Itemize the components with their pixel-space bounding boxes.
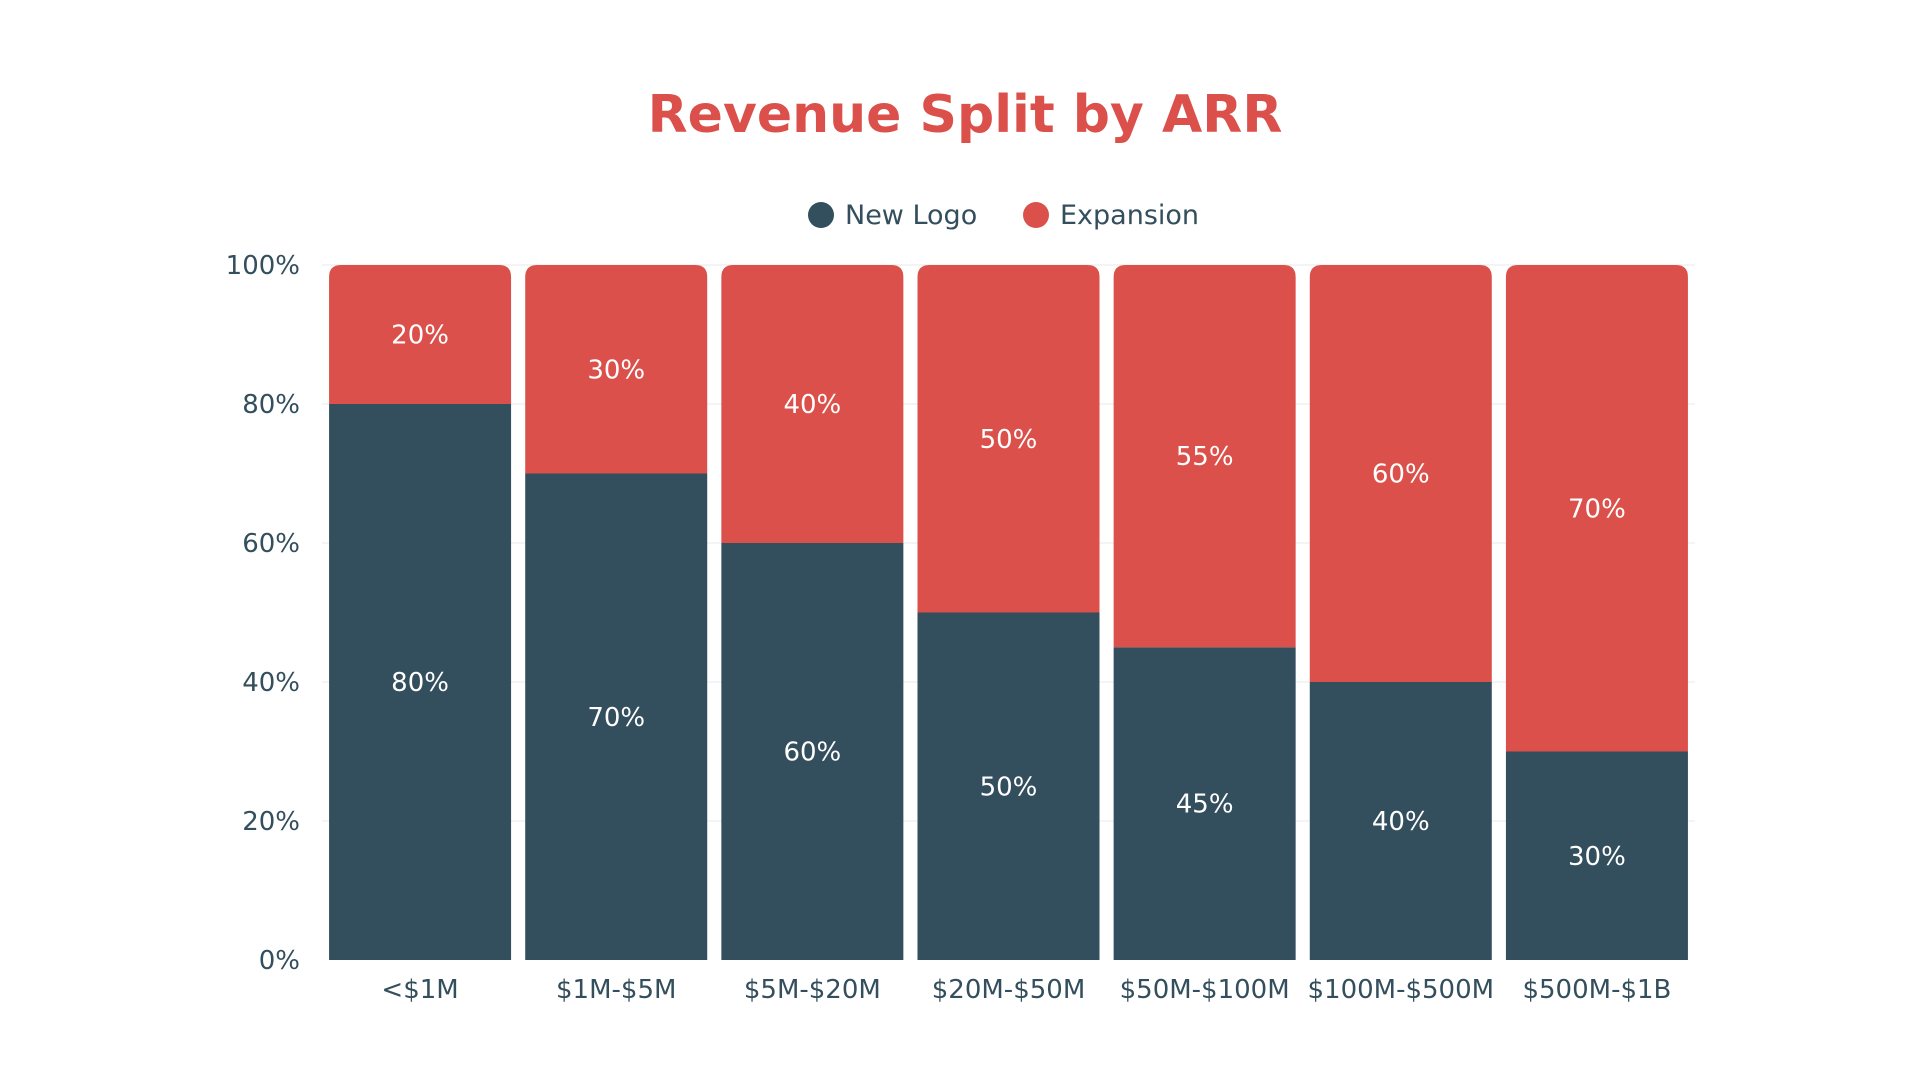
bar-value-label: 55% [1176, 442, 1234, 472]
legend-label-new-logo: New Logo [845, 200, 977, 231]
y-tick-label: 0% [259, 946, 300, 976]
bar-value-label: 80% [391, 668, 449, 698]
y-axis: 0% 20% 40% 60% 80% 100% [226, 251, 300, 976]
bar-segment-new-logo [525, 473, 708, 960]
y-tick-label: 40% [242, 668, 300, 698]
x-tick-label: $1M-$5M [556, 975, 676, 1005]
x-tick-label: $500M-$1B [1522, 975, 1671, 1005]
y-tick-label: 60% [242, 529, 300, 559]
bar-segment-expansion [721, 265, 904, 543]
bar-segment-new-logo [329, 404, 512, 960]
x-tick-label: $20M-$50M [932, 975, 1086, 1005]
bar-segment-expansion [1505, 265, 1688, 752]
x-tick-label: $100M-$500M [1307, 975, 1494, 1005]
bar-value-label: 50% [980, 425, 1038, 455]
bar-value-label: 50% [980, 772, 1038, 802]
y-tick-label: 80% [242, 390, 300, 420]
bar-value-labels: 80% 20% 70% 30% 60% 40% 50% 50% 45% 55% 40% 60% 30% 7… [391, 321, 1626, 872]
bar-segment-expansion [329, 265, 512, 404]
x-axis: <$1M $1M-$5M $5M-$20M $20M-$50M $50M-$100M $1… [381, 975, 1671, 1005]
bar-value-label: 20% [391, 321, 449, 351]
bar-value-label: 30% [587, 355, 645, 385]
y-tick-label: 100% [226, 251, 300, 281]
legend: New Logo Expansion [808, 200, 1199, 231]
legend-label-expansion: Expansion [1060, 200, 1199, 231]
x-tick-label: $5M-$20M [744, 975, 881, 1005]
x-tick-label: $50M-$100M [1120, 975, 1290, 1005]
bar-value-label: 60% [1372, 460, 1430, 490]
bar-value-label: 60% [783, 738, 841, 768]
bar-value-label: 30% [1568, 842, 1626, 872]
bar-segment-new-logo [917, 612, 1100, 960]
bar-segment-new-logo [721, 543, 904, 960]
bar-segment-expansion [1309, 265, 1492, 682]
legend-swatch-expansion [1023, 202, 1049, 228]
bar-value-label: 70% [587, 703, 645, 733]
bars [329, 265, 1688, 960]
legend-swatch-new-logo [808, 202, 834, 228]
y-tick-label: 20% [242, 807, 300, 837]
legend-item-new-logo: New Logo [808, 200, 977, 231]
chart-title: Revenue Split by ARR [648, 85, 1283, 145]
bar-value-label: 45% [1176, 790, 1234, 820]
bar-value-label: 40% [1372, 807, 1430, 837]
legend-item-expansion: Expansion [1023, 200, 1199, 231]
bar-segment-expansion [917, 265, 1100, 613]
bar-segment-new-logo [1309, 682, 1492, 960]
bar-segment-expansion [525, 265, 708, 474]
bar-value-label: 40% [783, 390, 841, 420]
bar-segment-new-logo [1113, 647, 1296, 960]
x-tick-label: <$1M [381, 975, 458, 1005]
bar-segment-expansion [1113, 265, 1296, 648]
bar-segment-new-logo [1505, 751, 1688, 960]
bar-value-label: 70% [1568, 494, 1626, 524]
